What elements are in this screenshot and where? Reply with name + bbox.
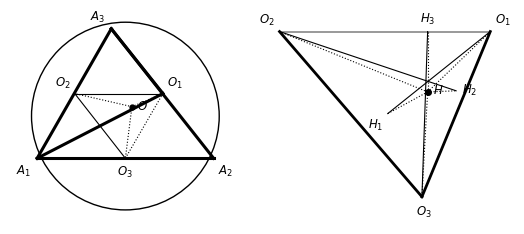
Text: $H$: $H$: [433, 84, 444, 97]
Text: $A_2$: $A_2$: [219, 164, 233, 179]
Text: $O_2$: $O_2$: [259, 13, 275, 28]
Text: $O_3$: $O_3$: [417, 205, 432, 220]
Text: $H_2$: $H_2$: [462, 83, 477, 98]
Text: $O_1$: $O_1$: [167, 76, 182, 91]
Text: $O$: $O$: [137, 100, 147, 113]
Text: $A_1$: $A_1$: [16, 164, 31, 179]
Text: $O_3$: $O_3$: [117, 165, 133, 180]
Text: $H_1$: $H_1$: [368, 118, 383, 133]
Text: $O_1$: $O_1$: [495, 13, 510, 28]
Text: $O_2$: $O_2$: [55, 76, 71, 91]
Text: $H_3$: $H_3$: [420, 12, 435, 27]
Text: $A_3$: $A_3$: [91, 10, 106, 25]
